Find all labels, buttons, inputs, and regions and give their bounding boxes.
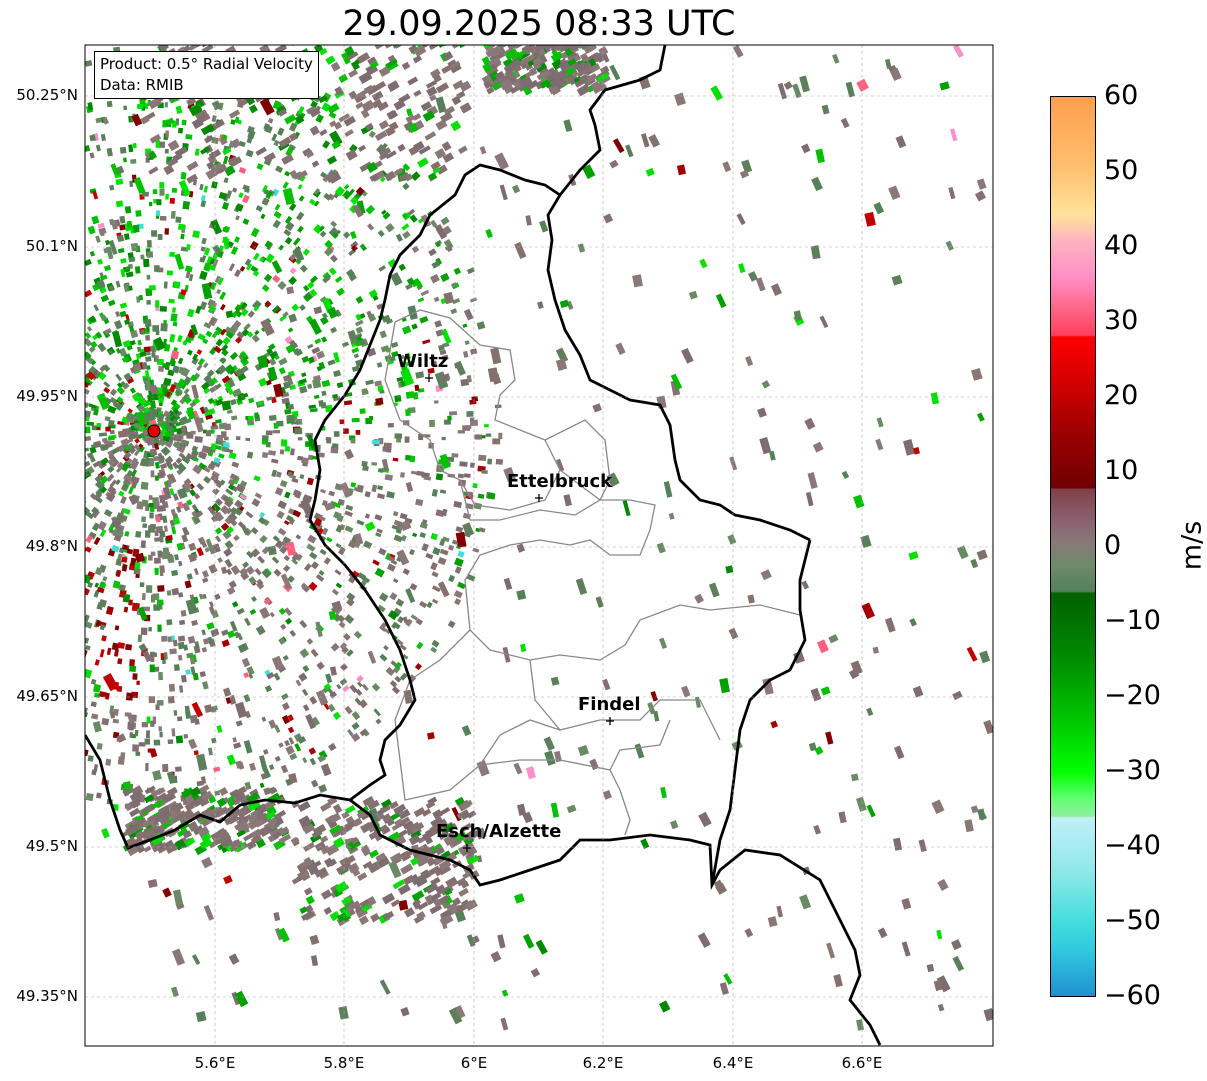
- city-label-wiltz: Wiltz: [397, 351, 449, 372]
- plot-frame: [84, 44, 994, 1047]
- colorbar-tick: 40: [1104, 230, 1139, 261]
- city-label-findel: Findel: [578, 694, 641, 715]
- colorbar-tick: 50: [1104, 155, 1139, 186]
- lon-tick: 6.4°E: [712, 1054, 754, 1072]
- map-title: 29.09.2025 08:33 UTC: [342, 4, 736, 44]
- colorbar-tick: 30: [1104, 305, 1139, 336]
- city-label-esch: Esch/Alzette: [436, 821, 562, 842]
- colorbar-tick: −10: [1104, 605, 1161, 636]
- colorbar-tick: −30: [1104, 755, 1161, 786]
- product-info-box: Product: 0.5° Radial Velocity Data: RMIB: [94, 51, 319, 99]
- colorbar-tick: 0: [1104, 530, 1122, 561]
- colorbar-tick: 60: [1104, 80, 1139, 111]
- velocity-colorbar: [1050, 96, 1096, 997]
- colorbar-tick: −50: [1104, 905, 1161, 936]
- lon-tick: 6°E: [460, 1054, 488, 1072]
- colorbar-unit-label: m/s: [1176, 520, 1207, 571]
- gridlines: [85, 45, 993, 1046]
- lon-tick: 5.8°E: [323, 1054, 365, 1072]
- lat-tick: 50.1°N: [25, 237, 78, 255]
- national-border: [85, 45, 882, 1046]
- lat-tick: 49.65°N: [16, 687, 78, 705]
- lon-tick: 6.6°E: [841, 1054, 883, 1072]
- radar-echoes: [85, 45, 993, 1031]
- lat-tick: 49.95°N: [16, 387, 78, 405]
- lon-tick: 6.2°E: [582, 1054, 624, 1072]
- colorbar-tick: −40: [1104, 830, 1161, 861]
- radar-site-marker: [147, 424, 161, 438]
- colorbar-tick: 20: [1104, 380, 1139, 411]
- lat-tick: 49.35°N: [16, 987, 78, 1005]
- city-label-ettelbruck: Ettelbruck: [507, 471, 613, 492]
- canton-boundaries: [384, 309, 801, 836]
- colorbar-tick: −60: [1104, 980, 1161, 1011]
- lat-tick: 49.8°N: [25, 537, 78, 555]
- city-markers: [425, 374, 614, 852]
- lon-tick: 5.6°E: [194, 1054, 236, 1072]
- colorbar-tick: −20: [1104, 680, 1161, 711]
- product-label: Product: 0.5° Radial Velocity: [100, 55, 313, 73]
- lat-tick: 50.25°N: [16, 86, 78, 104]
- data-source-label: Data: RMIB: [100, 76, 184, 94]
- colorbar-tick: 10: [1104, 455, 1139, 486]
- lat-tick: 49.5°N: [25, 837, 78, 855]
